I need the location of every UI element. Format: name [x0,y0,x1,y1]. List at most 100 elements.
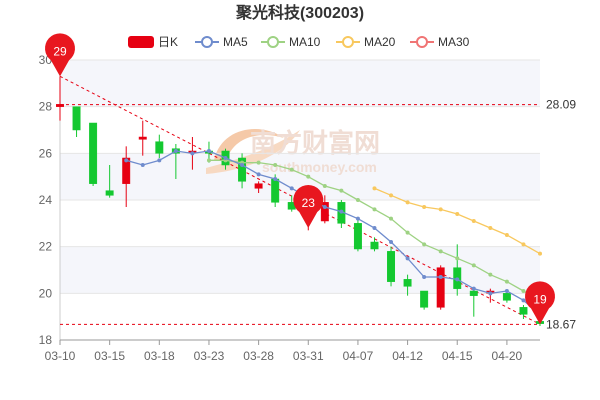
ma5-point [488,291,493,296]
ma5-point [273,177,278,181]
legend-item-ma20[interactable]: MA20 [336,35,396,49]
ma5-point [504,289,509,293]
candle-body [502,293,511,301]
legend-label-ma5: MA5 [223,35,248,49]
ma10-point [306,174,311,179]
ma20-point [521,242,526,247]
ma5-point [521,298,526,303]
legend-label-ma30: MA30 [438,35,470,49]
ma10-point [405,230,410,235]
x-tick-label: 03-18 [144,349,175,363]
ma10-point [488,272,493,277]
ma10-point [422,242,427,247]
ma20-point [372,186,377,191]
ma5-point [372,226,377,230]
pin-marker: 19 [525,281,555,325]
x-tick-label: 03-10 [45,349,76,363]
ma10-point [372,207,377,212]
x-tick-label: 03-15 [94,349,125,363]
candle [337,200,346,228]
ma5-point [124,158,129,163]
legend-marker-ma10 [267,36,279,48]
ma5-point [240,163,245,167]
legend-swatch-daily-k [128,36,154,48]
reference-line-label: 28.09 [546,98,576,112]
ma20-point [438,207,443,212]
ma10-point [471,263,476,268]
legend-item-ma30[interactable]: MA30 [410,35,470,49]
ma5-point [289,186,294,191]
ma5-line [126,150,541,315]
reference-line-label: 18.67 [546,317,576,331]
pin-marker: 23 [293,185,324,228]
candle [519,305,528,319]
candle [72,106,81,137]
candle [320,195,329,224]
moving-averages [124,149,542,317]
candle [155,134,164,158]
candle-body [519,307,528,315]
candle [138,120,147,156]
plot-band [60,246,540,294]
legend-item-ma10[interactable]: MA10 [261,35,321,49]
watermark: 南方财富网 southmoney.com [206,128,380,175]
candle-body [420,290,429,308]
y-tick-label: 24 [39,193,53,207]
ma5-point [438,275,443,279]
legend-label-ma10: MA10 [289,35,321,49]
ma20-point [488,226,493,230]
candle-body [403,279,412,287]
candle-body [353,223,362,250]
candle-body [238,157,247,182]
legend-label-ma20: MA20 [364,35,396,49]
x-tick-label: 04-15 [442,349,473,363]
pin-label: 29 [53,44,67,58]
ma20-point [389,193,394,198]
ma10-point [273,163,278,167]
ma20-point [504,233,509,237]
pin-label: 23 [302,196,316,210]
legend-item-ma5[interactable]: MA5 [195,35,248,49]
candle [403,274,412,296]
x-tick-label: 03-31 [293,349,324,363]
ma5-point [206,149,211,153]
candle [254,181,263,193]
legend-item-daily-k[interactable]: 日K [128,35,178,49]
ma20-point [471,219,476,223]
ma5-point [140,163,145,167]
y-tick-label: 22 [39,240,53,254]
ma10-point [504,279,509,284]
ma5-point [157,158,162,163]
ma20-point [422,205,427,209]
pin-shape [45,33,75,77]
chart-title: 聚光科技(300203) [235,3,364,22]
ma10-point [438,249,443,254]
candle-body [138,136,147,140]
ma5-point [173,149,178,153]
ma5-point [322,205,327,209]
ma5-point [355,216,360,221]
ma20-point [538,251,542,256]
candle-body [370,241,379,250]
chart-legend: 日K MA5 MA10 MA20 MA30 [128,35,470,49]
ma20-point [455,212,460,216]
ma20-point [405,200,410,205]
plot-band [60,60,540,107]
y-tick-label: 26 [39,146,53,160]
x-tick-label: 04-12 [392,349,423,363]
ma10-point [289,167,294,172]
ma5-point [471,286,476,291]
candle [387,246,396,287]
legend-marker-ma30 [416,36,428,48]
candle [436,265,445,310]
candle-body [56,104,64,107]
candle [469,288,478,317]
watermark-sub: southmoney.com [262,159,377,175]
ma5-point [422,275,427,279]
ma10-point [256,160,261,165]
candle [370,237,379,252]
ma10-point [521,289,526,293]
legend-marker-ma20 [342,36,354,48]
ma5-point [256,172,261,177]
